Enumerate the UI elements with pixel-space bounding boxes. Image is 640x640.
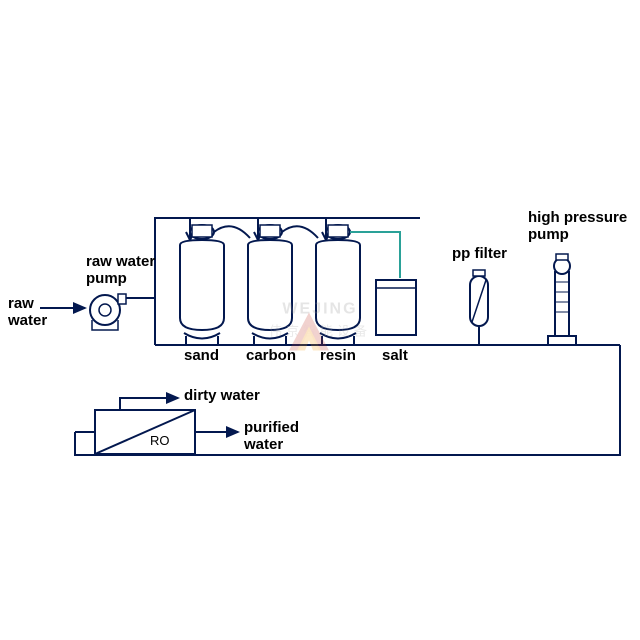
label-raw-water-pump: raw water pump [86,254,155,287]
label-sand: sand [184,348,219,365]
pp-filter [470,270,488,345]
tank-salt [376,280,416,335]
label-hp-pump: high pressure pump [528,210,627,243]
raw-water-pump [90,294,126,330]
tank-sand [180,225,224,345]
label-raw-water: raw water [8,296,47,329]
label-pp-filter: pp filter [452,246,507,263]
label-purified-water: purified water [244,420,299,453]
dirty-water-out [120,398,178,410]
label-salt: salt [382,348,408,365]
ro-unit [75,410,195,454]
label-dirty-water: dirty water [184,388,260,405]
high-pressure-pump [548,254,576,345]
tank-link-1 [214,226,250,238]
tank-link-2 [282,226,318,238]
label-ro: RO [150,434,170,448]
watermark: WEJING 伟京智能设备 [269,301,371,340]
